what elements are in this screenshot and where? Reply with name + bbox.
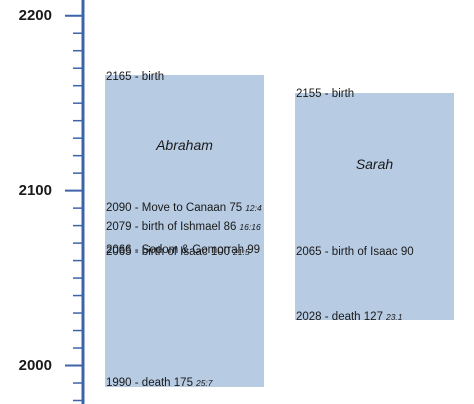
abraham-event-death: 1990 - death 175 25:7 xyxy=(106,377,213,389)
abraham-event-birth-of-isaac: 2065 - birth of Isaac 100 21:5 xyxy=(106,245,250,258)
scripture-ref: 16:16 xyxy=(239,222,261,233)
person-name-abraham: Abraham xyxy=(156,137,213,154)
sarah-event-birth-of-isaac: 2065 - birth of Isaac 90 xyxy=(296,245,414,258)
scripture-ref: 25:7 xyxy=(195,378,213,388)
sarah-event-death: 2028 - death 127 23.1 xyxy=(296,310,403,323)
abraham-event-move-to-canaan: 2090 - Move to Canaan 75 12:4 xyxy=(106,202,262,215)
scripture-ref: 12:4 xyxy=(245,203,262,214)
year-label-2200: 2200 xyxy=(18,6,52,24)
sarah-event-birth: 2155 - birth xyxy=(296,88,355,101)
person-name-sarah: Sarah xyxy=(355,156,394,173)
scripture-ref: 21:5 xyxy=(233,246,250,257)
abraham-event-birth: 2165 - birth xyxy=(106,70,165,83)
year-label-2100: 2100 xyxy=(18,181,52,199)
abraham-lifespan-box: Abraham 2165 - birth 2090 - Move to Cana… xyxy=(105,71,264,389)
scripture-ref: 23.1 xyxy=(385,311,403,322)
abraham-event-sodom-gomorrah: 2066 - Sodom & Gomorrah 99 xyxy=(106,244,261,257)
sarah-lifespan-box: Sarah 2155 - birth 2065 - birth of Isaac… xyxy=(295,88,454,323)
abraham-event-birth-of-ishmael: 2079 - birth of Ishmael 86 16:16 xyxy=(106,221,261,234)
year-label-2000: 2000 xyxy=(18,356,52,374)
